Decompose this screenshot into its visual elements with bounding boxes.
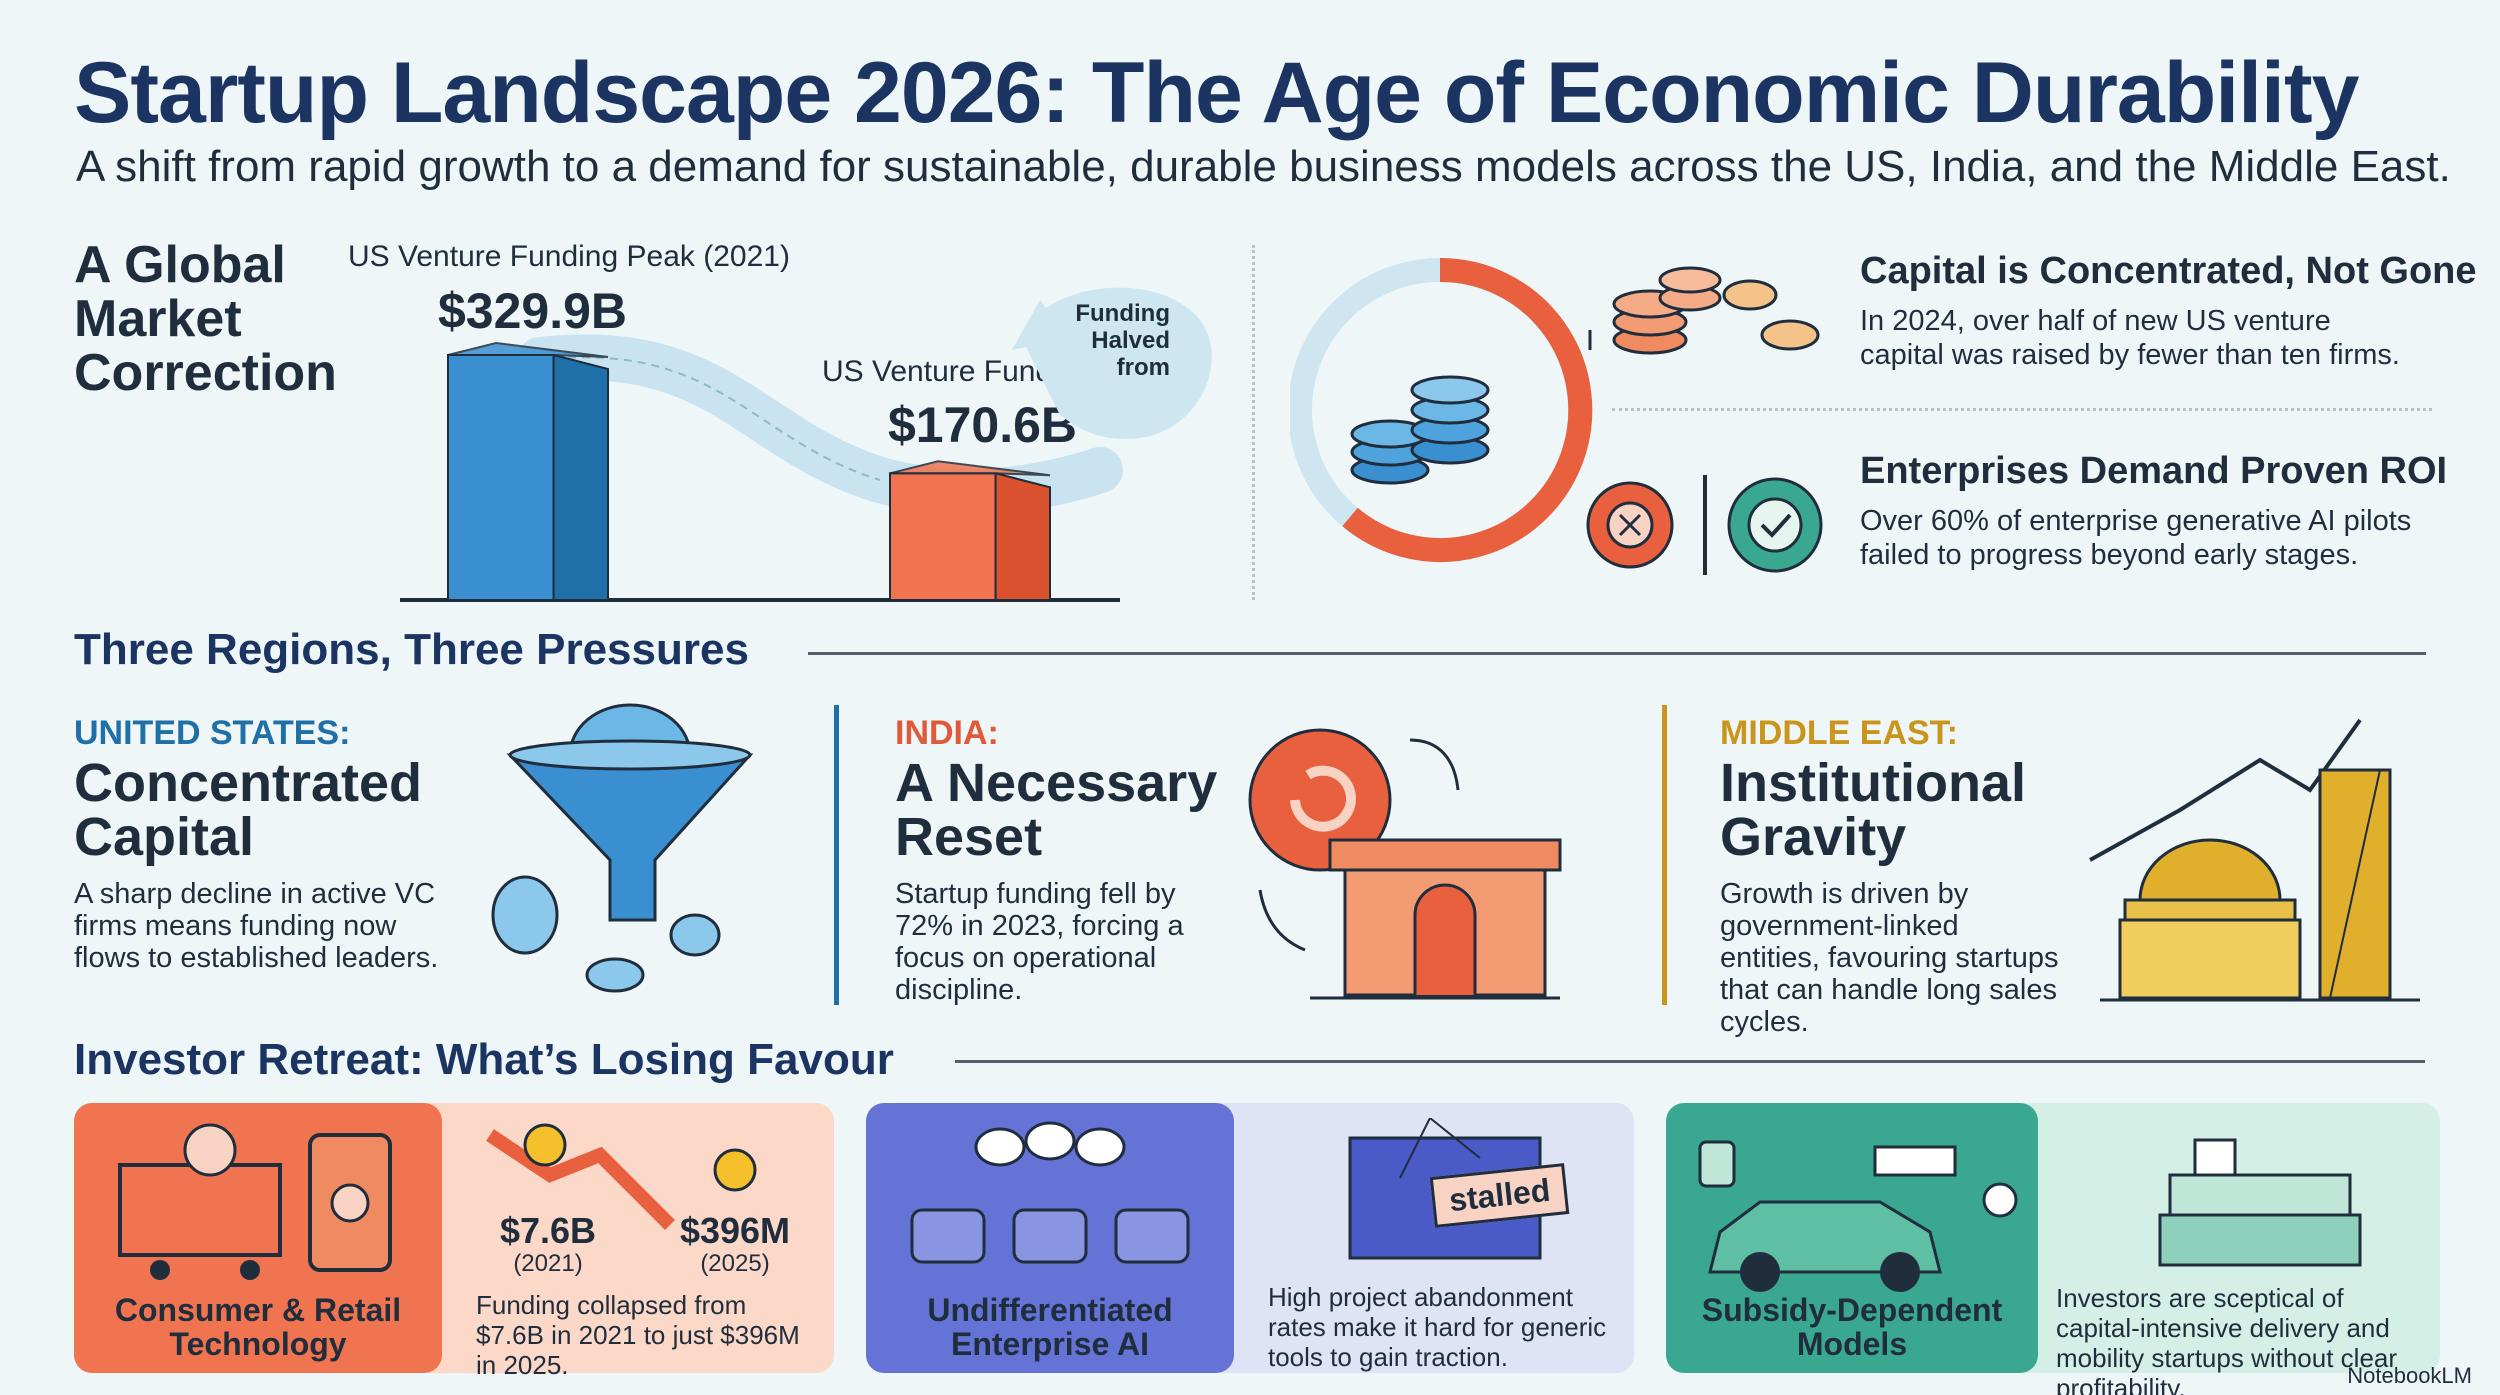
region-divider-1 <box>834 705 839 1005</box>
retreat-rule <box>955 1060 2425 1063</box>
bar-2023 <box>889 472 997 601</box>
funnel-icon <box>491 703 754 993</box>
page-subtitle: A shift from rapid growth to a demand fo… <box>76 142 2451 191</box>
bar-side-2021 <box>552 353 609 601</box>
page-title: Startup Landscape 2026: The Age of Econo… <box>74 45 2359 141</box>
current-value: $170.6B <box>888 397 1078 453</box>
card-3-label: Subsidy-Dependent Models <box>1701 1292 2003 1362</box>
peak-value: $329.9B <box>438 283 628 339</box>
region-india-title: A Necessary Reset <box>895 753 1218 867</box>
card-1-amount-1: $7.6B <box>499 1210 597 1251</box>
region-divider-2 <box>1662 705 1667 1005</box>
card-1-desc: Funding collapsed from $7.6B in 2021 to … <box>476 1290 800 1380</box>
card-2-label: Undifferentiated Enterprise AI <box>927 1292 1173 1362</box>
card-2-desc: High project abandonment rates make it h… <box>1268 1282 1607 1372</box>
card-1-amount-2: $396M <box>679 1210 791 1251</box>
retreat-heading: Investor Retreat: What’s Losing Favour <box>74 1035 894 1084</box>
bar-side-2023 <box>994 472 1051 601</box>
card-1-year-2: (2025) <box>700 1250 770 1277</box>
orange-coin-stack <box>1612 266 1820 355</box>
gears-illustration <box>1586 475 1823 575</box>
register-icon <box>2158 1138 2362 1267</box>
failed-gear-icon <box>1586 481 1674 569</box>
region-me-tag: MIDDLE EAST: <box>1720 714 1958 752</box>
decline-arrow-icon <box>486 1123 757 1230</box>
institution-skyline-icon <box>2089 718 2420 1002</box>
car-drone-icon <box>1698 1140 2018 1292</box>
top-divider <box>1252 245 1255 600</box>
region-us-tag: UNITED STATES: <box>74 714 351 752</box>
bar-top-2021 <box>447 341 609 358</box>
funding-bar-chart <box>400 287 1212 602</box>
blue-coin-stack <box>1350 375 1490 485</box>
success-gear-icon <box>1727 477 1823 573</box>
card-1-year-1: (2021) <box>513 1250 583 1277</box>
card-3-desc: Investors are sceptical of capital-inten… <box>2056 1283 2398 1395</box>
region-india-tag: INDIA: <box>895 714 999 752</box>
bar-2021 <box>447 354 555 601</box>
bar-top-2023 <box>889 460 1051 477</box>
halved-badge-arrow <box>1012 300 1068 350</box>
halved-badge <box>1020 287 1212 439</box>
robots-icon <box>910 1121 1190 1264</box>
cart-phone-icon <box>118 1123 392 1280</box>
fact-1-text: In 2024, over half of new US venture cap… <box>1860 305 2400 371</box>
facts-divider <box>1612 408 2432 411</box>
regions-heading: Three Regions, Three Pressures <box>74 625 749 674</box>
region-me-text: Growth is driven by government-linked en… <box>1720 878 2059 1038</box>
correction-heading: A Global Market Correction <box>74 236 337 402</box>
region-me-title: Institutional Gravity <box>1720 753 2026 867</box>
peak-label: US Venture Funding Peak (2021) <box>348 240 790 273</box>
halved-note: Funding Halved from <box>1075 300 1170 381</box>
fact-1-title: Capital is Concentrated, Not Gone <box>1860 250 2477 292</box>
fact-2-title: Enterprises Demand Proven ROI <box>1860 450 2448 492</box>
region-us-title: Concentrated Capital <box>74 753 423 867</box>
flow-dash <box>539 356 881 481</box>
regions-rule <box>808 652 2426 655</box>
bar-group <box>447 341 1051 601</box>
donut-segment <box>1342 257 1593 562</box>
notebooklm-credit: NotebookLM <box>2347 1363 2472 1388</box>
capital-concentration-illustration <box>1290 257 1820 562</box>
card-1-label: Consumer & Retail Technology <box>114 1292 402 1362</box>
region-us-text: A sharp decline in active VC firms means… <box>74 878 439 974</box>
fact-2-text: Over 60% of enterprise generative AI pil… <box>1860 505 2412 571</box>
reset-building-icon <box>1248 728 1562 1000</box>
region-india-text: Startup funding fell by 72% in 2023, for… <box>895 878 1184 1006</box>
